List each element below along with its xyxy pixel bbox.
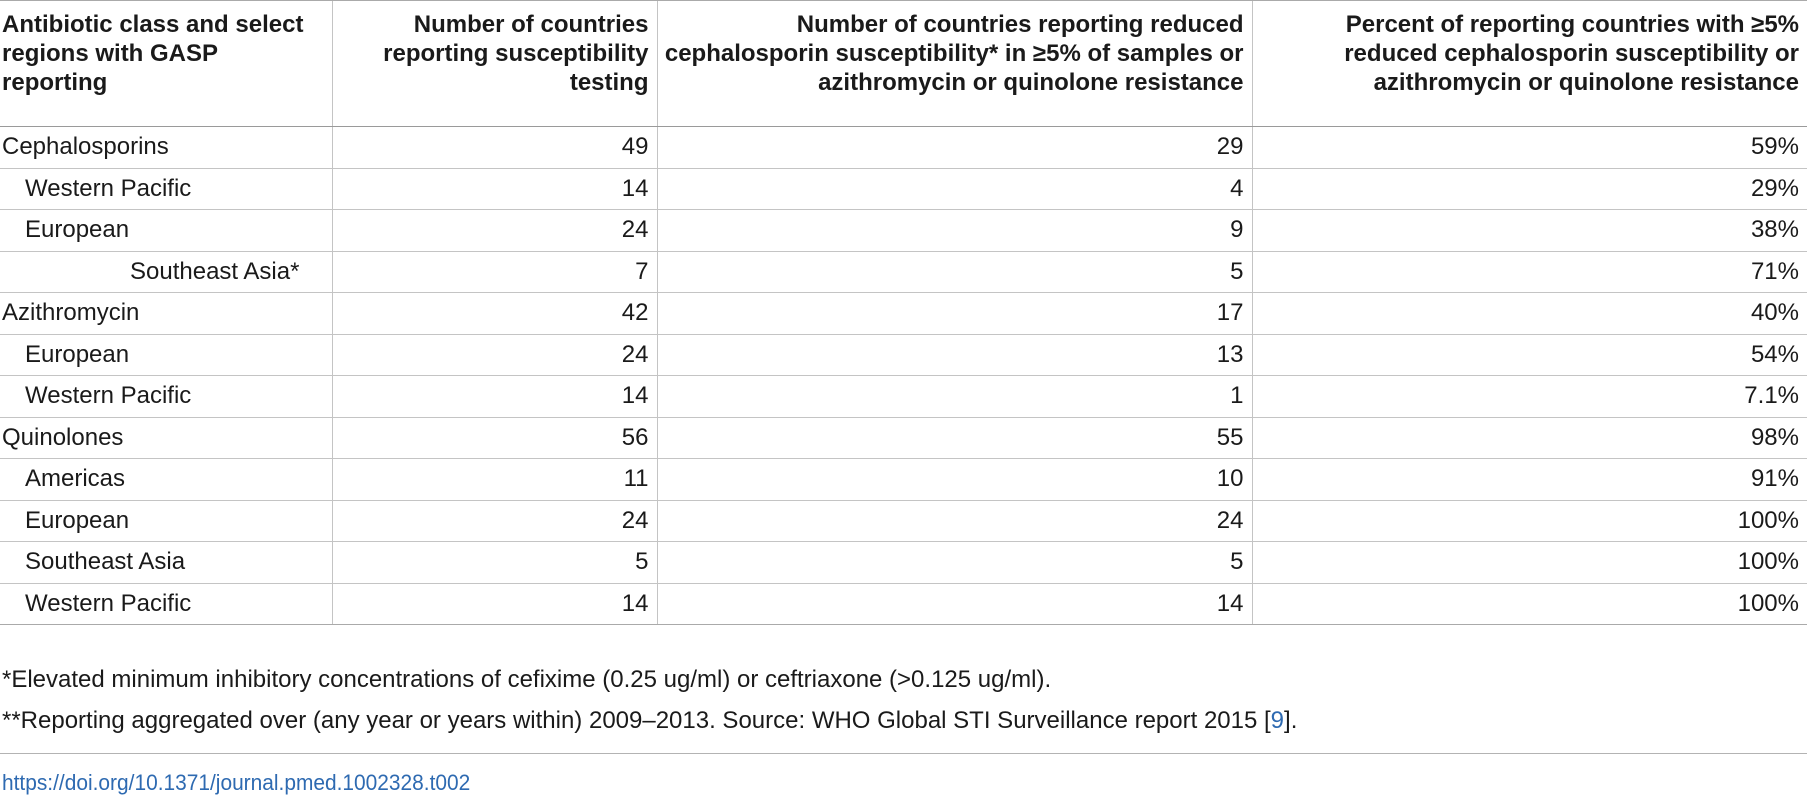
doi-link[interactable]: https://doi.org/10.1371/journal.pmed.100… (2, 770, 471, 795)
table-row: Southeast Asia 5 5 100% (0, 541, 1807, 584)
reporting-cell: 24 (331, 500, 657, 542)
gasp-table: Antibiotic class and select regions with… (0, 0, 1807, 625)
reporting-cell: 14 (331, 168, 657, 210)
reduced-cell: 14 (656, 583, 1252, 625)
header-antibiotic-class: Antibiotic class and select regions with… (0, 0, 332, 127)
header-row: Antibiotic class and select regions with… (0, 0, 1807, 127)
row-label: Western Pacific (0, 168, 332, 210)
table-row: Southeast Asia* 7 5 71% (0, 251, 1807, 293)
row-label: European (0, 500, 332, 542)
reduced-cell: 1 (656, 375, 1252, 418)
reduced-cell: 9 (656, 209, 1252, 252)
reporting-cell: 24 (331, 334, 657, 376)
header-countries-reduced: Number of countries reporting reduced ce… (656, 0, 1252, 127)
table-row: Western Pacific 14 14 100% (0, 583, 1807, 625)
row-label: European (0, 209, 332, 252)
percent-cell: 54% (1251, 334, 1807, 376)
reduced-cell: 29 (656, 126, 1252, 169)
reduced-cell: 17 (656, 292, 1252, 335)
percent-cell: 100% (1251, 500, 1807, 542)
row-label: European (0, 334, 332, 376)
reference-link-9[interactable]: 9 (1270, 707, 1285, 734)
table-row: Western Pacific 14 4 29% (0, 168, 1807, 210)
reduced-cell: 4 (656, 168, 1252, 210)
footnote-source-text: **Reporting aggregated over (any year or… (2, 707, 1271, 734)
reduced-cell: 24 (656, 500, 1252, 542)
row-label: Americas (0, 458, 332, 501)
percent-cell: 91% (1251, 458, 1807, 501)
row-label: Western Pacific (0, 583, 332, 625)
header-percent-reduced: Percent of reporting countries with ≥5% … (1251, 0, 1807, 127)
table-row: Azithromycin 42 17 40% (0, 292, 1807, 335)
percent-cell: 29% (1251, 168, 1807, 210)
reporting-cell: 49 (331, 126, 657, 169)
table-row: Cephalosporins 49 29 59% (0, 126, 1807, 169)
reporting-cell: 14 (331, 375, 657, 418)
percent-cell: 40% (1251, 292, 1807, 335)
percent-cell: 59% (1251, 126, 1807, 169)
reduced-cell: 10 (656, 458, 1252, 501)
percent-cell: 71% (1251, 251, 1807, 293)
row-label: Quinolones (0, 417, 332, 459)
row-label: Southeast Asia (0, 541, 332, 584)
table-row: Western Pacific 14 1 7.1% (0, 375, 1807, 418)
footnote-source: **Reporting aggregated over (any year or… (2, 708, 1297, 734)
percent-cell: 98% (1251, 417, 1807, 459)
table-row: European 24 9 38% (0, 209, 1807, 252)
divider (0, 753, 1807, 754)
percent-cell: 7.1% (1251, 375, 1807, 418)
row-label: Southeast Asia* (0, 251, 332, 293)
reporting-cell: 7 (331, 251, 657, 293)
reduced-cell: 55 (656, 417, 1252, 459)
reporting-cell: 14 (331, 583, 657, 625)
header-countries-reporting: Number of countries reporting susceptibi… (331, 0, 657, 127)
reporting-cell: 42 (331, 292, 657, 335)
reduced-cell: 13 (656, 334, 1252, 376)
row-label: Cephalosporins (0, 126, 332, 169)
reduced-cell: 5 (656, 251, 1252, 293)
row-label: Azithromycin (0, 292, 332, 335)
table-row: European 24 24 100% (0, 500, 1807, 542)
row-label: Western Pacific (0, 375, 332, 418)
table-row: Quinolones 56 55 98% (0, 417, 1807, 459)
percent-cell: 100% (1251, 583, 1807, 625)
table-row: European 24 13 54% (0, 334, 1807, 376)
footnote-mic: *Elevated minimum inhibitory concentrati… (2, 666, 1052, 693)
reporting-cell: 5 (331, 541, 657, 584)
reporting-cell: 56 (331, 417, 657, 459)
footnote-source-end: ]. (1284, 707, 1298, 734)
percent-cell: 38% (1251, 209, 1807, 252)
percent-cell: 100% (1251, 541, 1807, 584)
table-row: Americas 11 10 91% (0, 458, 1807, 501)
reporting-cell: 24 (331, 209, 657, 252)
reporting-cell: 11 (331, 458, 657, 501)
reduced-cell: 5 (656, 541, 1252, 584)
